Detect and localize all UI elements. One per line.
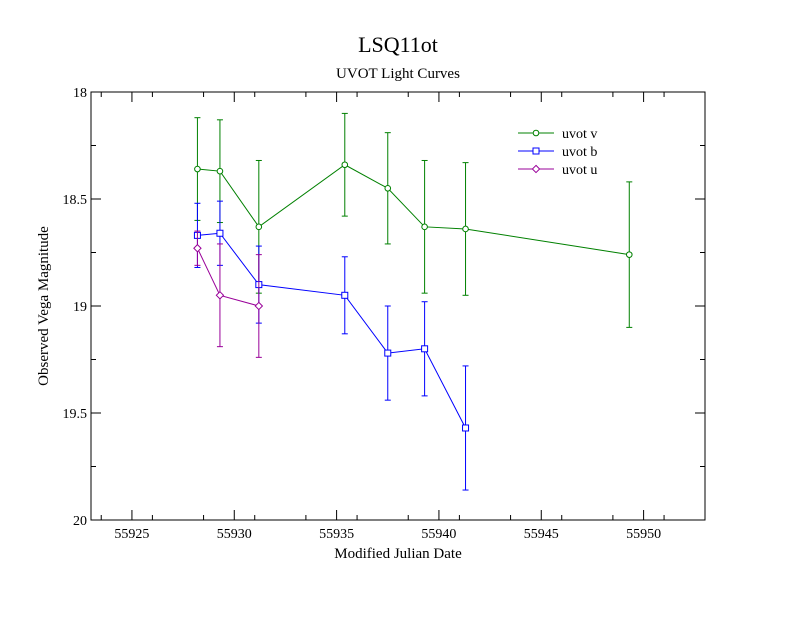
x-tick-label: 55950 (626, 527, 661, 542)
x-tick-label: 55930 (217, 527, 252, 542)
legend-label: uvot v (562, 127, 597, 142)
data-point (194, 165, 201, 173)
data-point (384, 185, 392, 192)
chart-subtitle: UVOT Light Curves (336, 66, 460, 82)
x-tick-label: 55940 (421, 527, 456, 542)
data-point (421, 223, 428, 231)
x-axis-ticks: 55925 55930 55935 55940 55945 55950 (100, 92, 665, 542)
data-point (625, 251, 633, 258)
data-point (254, 301, 264, 311)
series-line-uvot-b (197, 232, 466, 429)
data-point (341, 291, 349, 299)
data-point (462, 225, 469, 233)
x-axis-label: Modified Julian Date (334, 546, 462, 562)
legend-label: uvot u (562, 163, 597, 178)
series-uvot-u (193, 230, 264, 358)
series-line-uvot-v (197, 164, 630, 256)
series-uvot-b (193, 200, 470, 491)
y-tick-label: 19.5 (63, 407, 88, 422)
y-axis-ticks: 18 18.5 19 19.5 20 (63, 86, 705, 529)
y-axis-label: Observed Vega Magnitude (36, 226, 52, 386)
data-point (384, 349, 392, 357)
x-tick-label: 55925 (114, 527, 149, 542)
data-point (462, 424, 470, 432)
y-tick-label: 18 (73, 86, 87, 101)
chart-title: LSQ11ot (358, 32, 438, 57)
legend-label: uvot b (562, 145, 597, 160)
plot-frame (90, 91, 706, 521)
y-tick-label: 18.5 (63, 193, 88, 208)
data-point (216, 167, 224, 175)
legend-marker (531, 164, 541, 174)
y-tick-label: 19 (73, 300, 87, 315)
x-tick-label: 55935 (319, 527, 354, 542)
data-point (421, 345, 429, 353)
series-uvot-v (194, 112, 633, 328)
series-line-uvot-u (196, 248, 259, 307)
data-point (255, 223, 263, 231)
legend-marker (532, 129, 540, 137)
data-point (216, 229, 224, 237)
legend-marker (532, 147, 540, 155)
y-tick-label: 20 (73, 514, 87, 529)
data-point (193, 243, 202, 253)
data-point (215, 290, 225, 300)
x-tick-label: 55945 (524, 527, 559, 542)
series-layer (193, 112, 633, 491)
legend: uvot v uvot b uvot u (518, 127, 597, 178)
data-point (341, 161, 349, 169)
